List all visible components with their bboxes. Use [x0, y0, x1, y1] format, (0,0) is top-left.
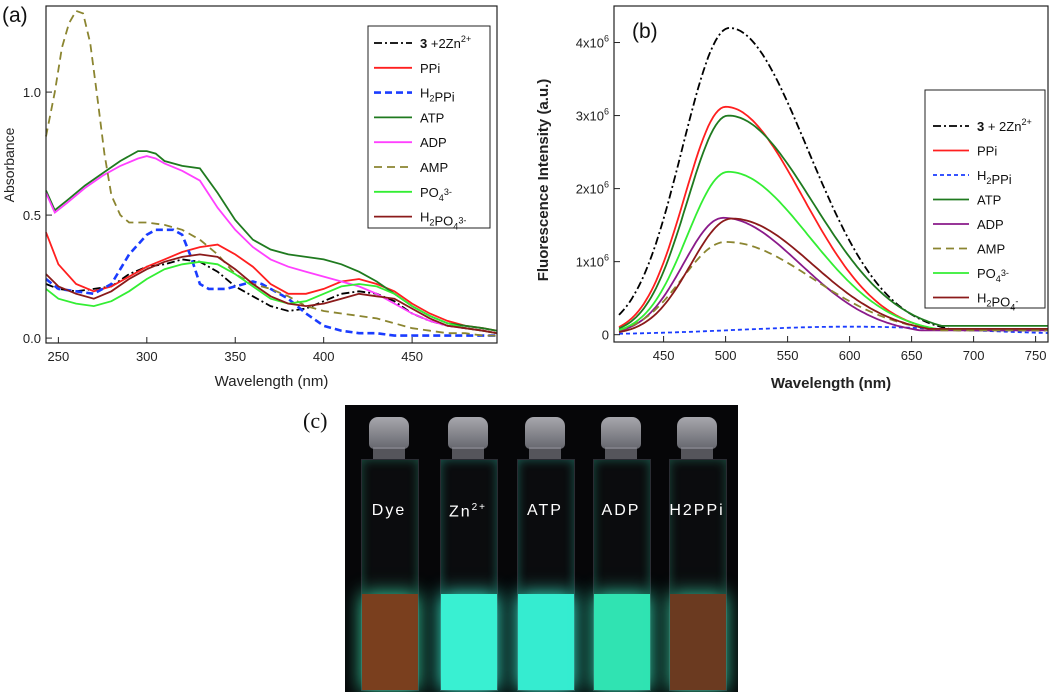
series-line — [45, 258, 498, 335]
legend-label: PO43- — [977, 266, 1009, 284]
vial: ATP — [515, 417, 575, 691]
y-tick-label: 0 — [602, 328, 609, 343]
vial-label: ADP — [601, 502, 641, 519]
y-tick-label: 0.0 — [23, 331, 41, 346]
x-tick-label: 450 — [653, 348, 675, 363]
vial-neck — [529, 447, 561, 459]
legend-label: PPi — [420, 61, 440, 76]
panel-b: (b) 450 500 550 600 650 700 750 0 1x106 2x106 3x106… — [535, 5, 1049, 392]
vial-neck — [605, 447, 637, 459]
series-line — [45, 260, 498, 335]
vial-body — [669, 459, 727, 691]
vial-label: Dye — [371, 502, 407, 519]
vial-cap — [525, 417, 565, 449]
vial-solution — [518, 594, 574, 690]
vial-body — [517, 459, 575, 691]
legend-a — [367, 25, 491, 229]
vial-label: ATP — [527, 502, 563, 519]
series-line — [45, 155, 498, 335]
x-tick-label: 500 — [715, 348, 737, 363]
vial-solution — [670, 594, 726, 690]
legend-label: AMP — [977, 242, 1005, 257]
y-tick-label: 0.5 — [23, 208, 41, 223]
vial-photo: Dye Zn2+ ATP ADP H2PPi — [345, 405, 738, 692]
legend-label: ATP — [420, 110, 444, 125]
y-axis-label: Absorbance — [1, 127, 17, 202]
series-line — [45, 228, 497, 337]
x-tick-label: 350 — [224, 349, 246, 364]
vial-cap — [369, 417, 409, 449]
plot-frame-b — [613, 5, 1049, 343]
vial-solution — [362, 594, 418, 690]
series-line — [618, 217, 1048, 333]
series-line — [618, 114, 1048, 330]
legend-label: ADP — [977, 217, 1004, 232]
figure-svg: (a) 250 300 350 400 450 0.0 0.5 1.0 Wavelength (n… — [1, 4, 1049, 392]
y-tick-label: 4x106 — [576, 34, 609, 51]
vial-neck — [452, 447, 484, 459]
x-tick-label: 300 — [136, 349, 158, 364]
legend-label: H2PPi — [977, 168, 1012, 187]
x-tick-label: 250 — [48, 349, 70, 364]
y-tick-label: 2x106 — [576, 180, 609, 197]
panel-a-label: (a) — [2, 4, 28, 27]
series-line — [45, 253, 498, 335]
x-axis-label: Wavelength (nm) — [215, 373, 329, 390]
legend-label: 3 + 2Zn2+ — [977, 117, 1032, 134]
vial-cap — [448, 417, 488, 449]
series-line — [45, 9, 497, 337]
vial-neck — [681, 447, 713, 459]
legend-label: PO43- — [420, 185, 452, 203]
legend-label: ADP — [420, 135, 447, 150]
vial: ADP — [591, 417, 651, 691]
y-tick-label: 1.0 — [23, 85, 41, 100]
vial: Dye — [359, 417, 419, 691]
x-tick-label: 450 — [401, 349, 423, 364]
vial-solution — [441, 594, 497, 690]
x-tick-label: 600 — [839, 348, 861, 363]
vial-body — [440, 459, 498, 691]
x-tick-label: 750 — [1025, 348, 1047, 363]
vial-label: Zn2+ — [448, 502, 488, 521]
vial-cap — [677, 417, 717, 449]
panel-a: (a) 250 300 350 400 450 0.0 0.5 1.0 Wavelength (n… — [1, 4, 498, 390]
vial: H2PPi — [667, 417, 727, 691]
x-tick-label: 550 — [777, 348, 799, 363]
legend-label: PPi — [977, 144, 997, 159]
plot-frame-a — [45, 5, 498, 344]
vial-body — [593, 459, 651, 691]
y-axis-label: Fluorescence Intensity (a.u.) — [535, 79, 552, 282]
legend-label: 3 +2Zn2+ — [420, 34, 471, 51]
vial-solution — [594, 594, 650, 690]
series-line — [45, 231, 498, 332]
legend-label: AMP — [420, 160, 448, 175]
series-line — [618, 216, 1048, 332]
legend-label: H2PO43- — [420, 210, 466, 232]
vial-body — [361, 459, 419, 691]
vial-cap — [601, 417, 641, 449]
series-line — [618, 240, 1048, 332]
vial: Zn2+ — [438, 417, 498, 691]
x-tick-label: 400 — [313, 349, 335, 364]
y-tick-label: 1x106 — [576, 253, 609, 270]
legend-label: H2PO4- — [977, 291, 1018, 313]
panel-c-label: (c) — [303, 408, 328, 433]
legend-label: ATP — [977, 193, 1001, 208]
x-tick-label: 650 — [901, 348, 923, 363]
vial-neck — [373, 447, 405, 459]
x-tick-label: 700 — [963, 348, 985, 363]
y-tick-label: 3x106 — [576, 107, 609, 124]
panel-b-label: (b) — [632, 20, 658, 43]
x-axis-label: Wavelength (nm) — [771, 375, 891, 392]
vial-label: H2PPi — [669, 502, 725, 519]
legend-label: H2PPi — [420, 86, 455, 105]
